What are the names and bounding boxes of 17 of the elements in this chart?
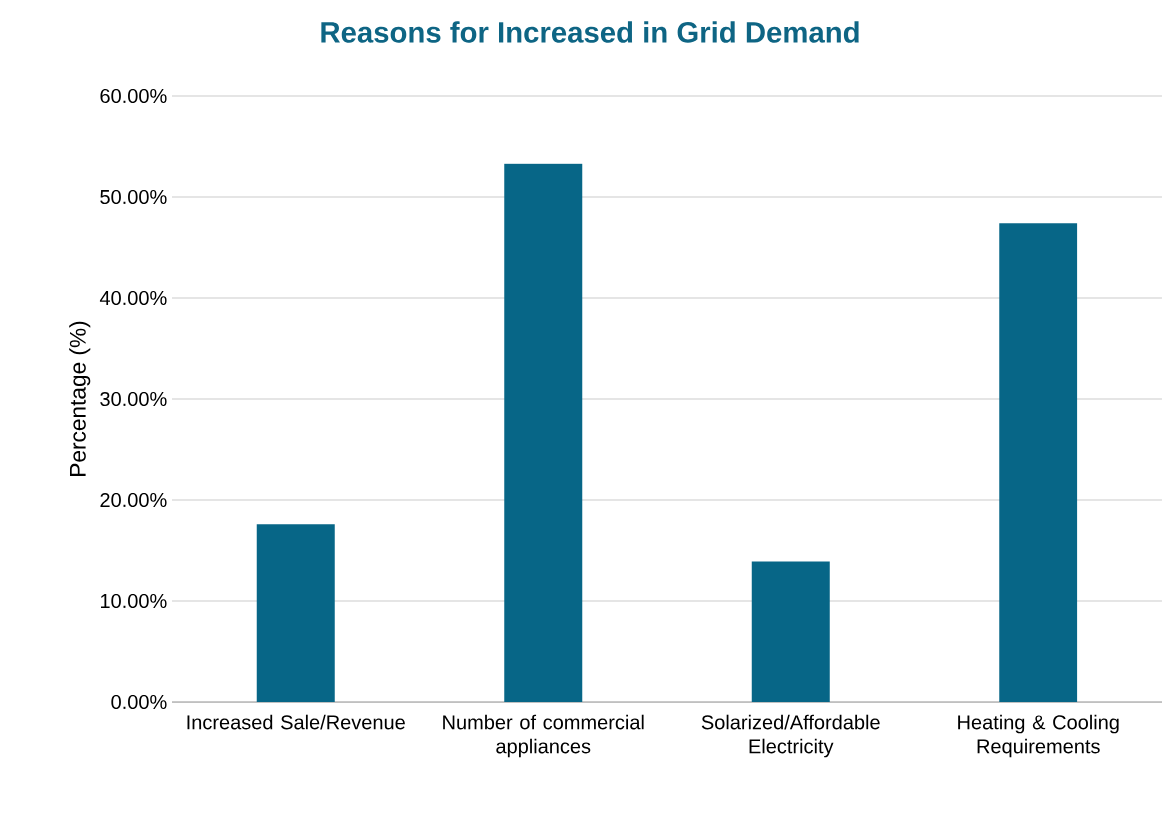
y-tick-label: 0.00%	[111, 694, 167, 710]
x-tick-label: Increased Sale/Revenue	[187, 714, 405, 730]
x-tick-label: Solarized/Affordable Electricity	[701, 714, 880, 758]
bar	[256, 524, 335, 702]
y-axis-title: Percentage (%)	[69, 321, 91, 476]
y-tick-label: 40.00%	[99, 290, 167, 306]
y-tick-label: 30.00%	[100, 391, 167, 407]
bar	[504, 163, 583, 702]
chart-title: Reasons for Increased in Grid Demand	[321, 21, 859, 43]
x-tick-label: Number of commercial appliances	[443, 714, 644, 758]
y-tick-label: 20.00%	[100, 492, 167, 508]
bar	[751, 561, 830, 702]
y-tick-label: 60.00%	[100, 88, 167, 104]
x-tick-label: Heating & Cooling Requirements	[958, 714, 1119, 758]
y-tick-label: 50.00%	[100, 189, 167, 205]
y-tick-label: 10.00%	[100, 593, 167, 609]
bar	[999, 223, 1078, 702]
